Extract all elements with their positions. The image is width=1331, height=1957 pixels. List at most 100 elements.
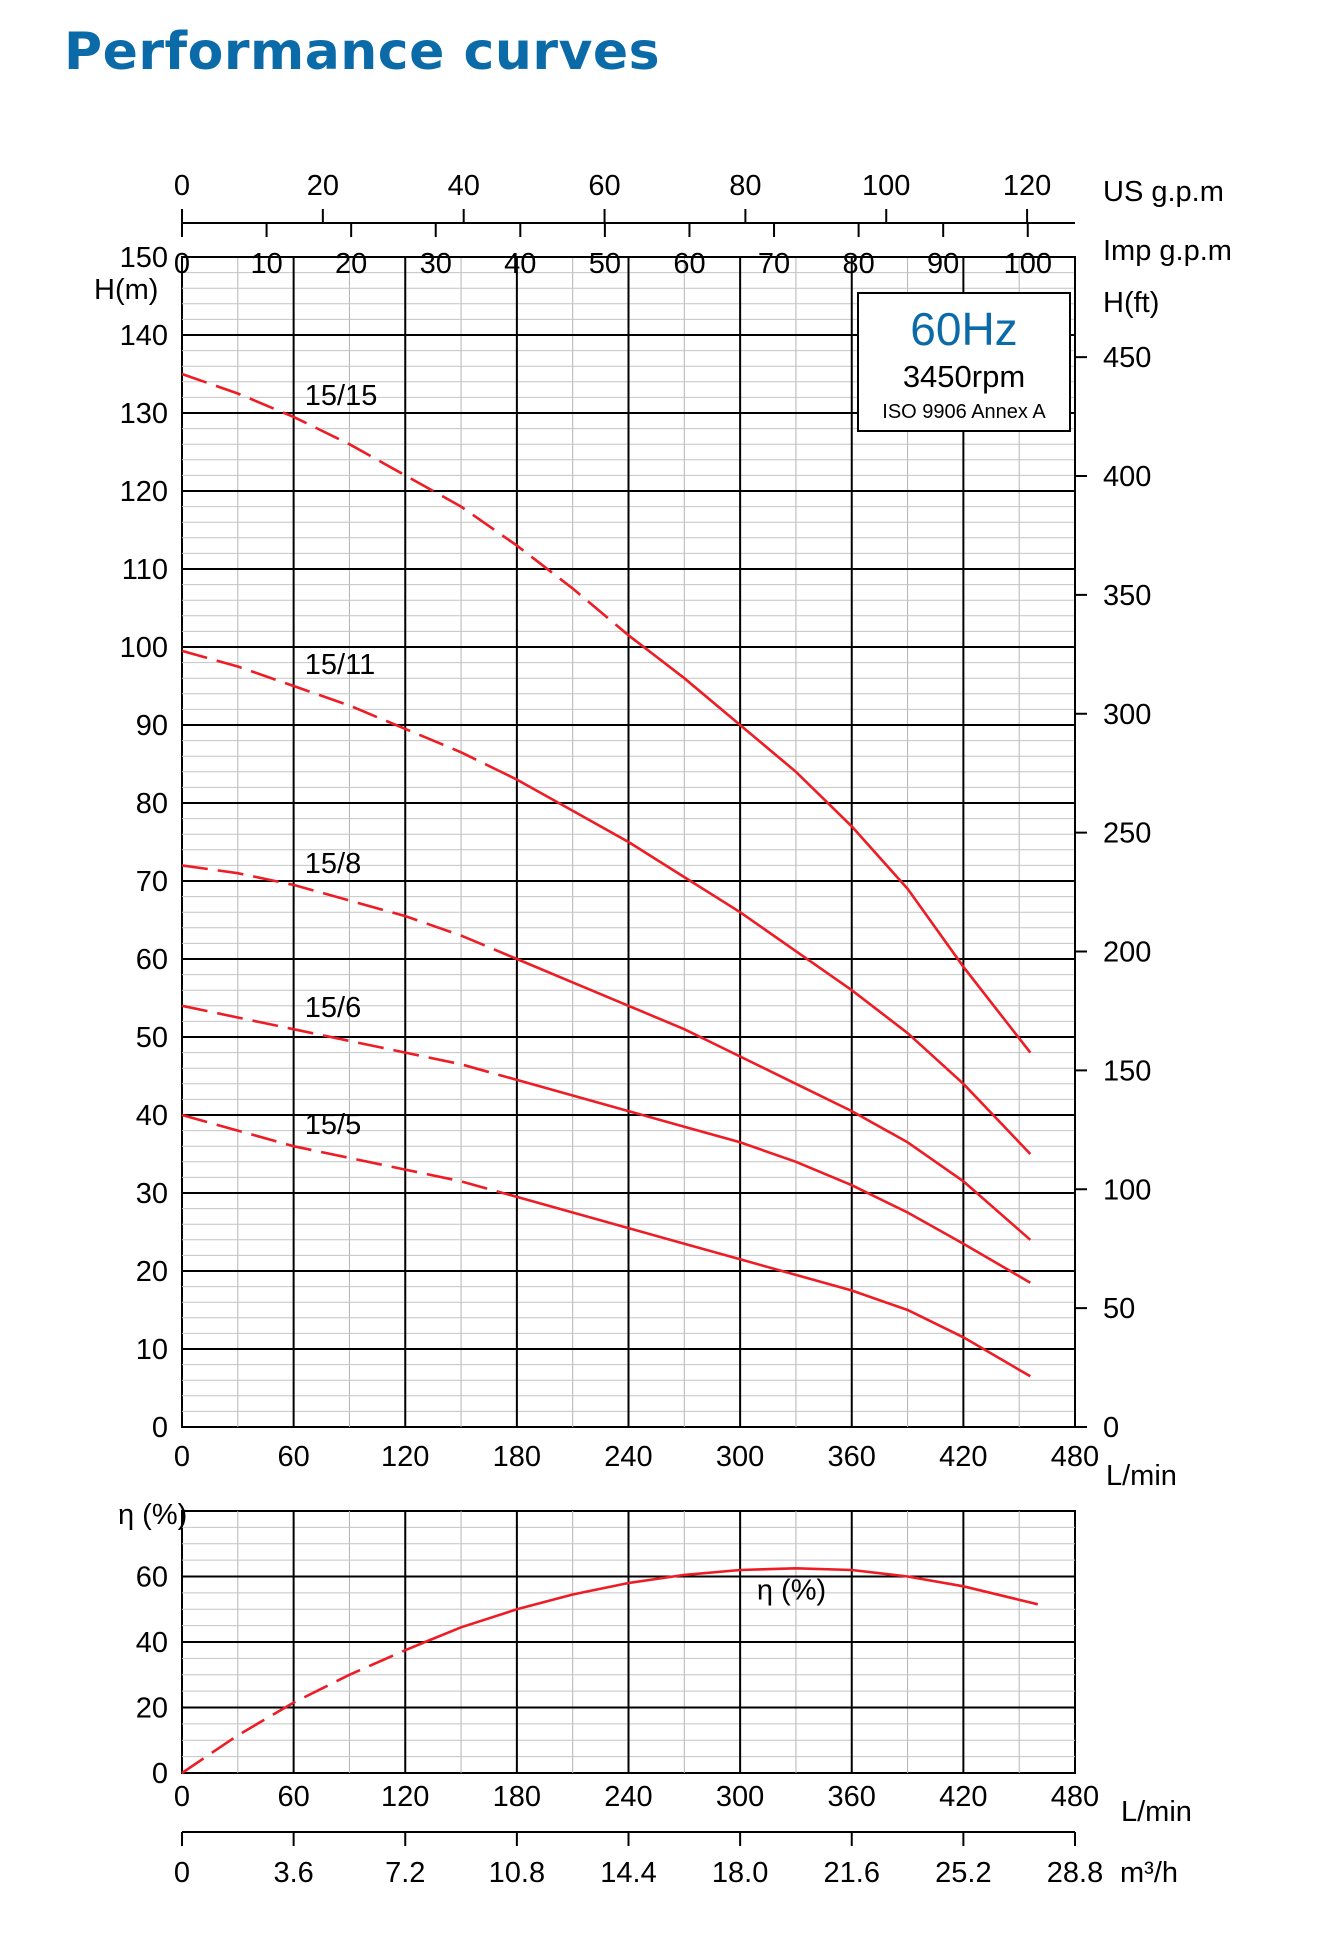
y-tick-label: 150 xyxy=(120,242,168,274)
series-label-15-6: 15/6 xyxy=(305,992,361,1024)
info-box-speed: 3450rpm xyxy=(903,359,1025,394)
series-line-15-5-dashed xyxy=(181,1113,499,1193)
y2-tick-label: 350 xyxy=(1103,580,1151,612)
imp-gpm-tick-label: 100 xyxy=(1004,248,1052,280)
series-line-efficiency xyxy=(423,1566,1039,1644)
y2-tick-label: 250 xyxy=(1103,818,1151,850)
eff-x-tick-label: 120 xyxy=(381,1781,429,1813)
series-line-efficiency-dashed xyxy=(181,1641,425,1775)
eff-y-tick-label: 60 xyxy=(136,1562,168,1594)
y-tick-label: 70 xyxy=(136,866,168,898)
us-gpm-tick-label: 100 xyxy=(862,170,910,202)
series-line-15-8 xyxy=(497,950,1032,1241)
imp-gpm-tick-label: 10 xyxy=(250,248,282,280)
y-tick-label: 20 xyxy=(136,1256,168,1288)
info-box-frequency: 60Hz xyxy=(910,303,1017,355)
info-box: 60Hz 3450rpm ISO 9906 Annex A xyxy=(857,292,1071,432)
y-tick-label: 10 xyxy=(136,1334,168,1366)
efficiency-grid xyxy=(181,1510,1076,1774)
series-line-15-5 xyxy=(497,1190,1031,1378)
us-gpm-tick-label: 120 xyxy=(1003,170,1051,202)
y-tick-label: 0 xyxy=(152,1412,168,1444)
y-tick-label: 80 xyxy=(136,788,168,820)
y2-axis-label: H(ft) xyxy=(1103,287,1159,319)
x-tick-label: 480 xyxy=(1051,1441,1099,1473)
x-tick-label: 120 xyxy=(381,1441,429,1473)
y2-tick-label: 450 xyxy=(1103,342,1151,374)
y-tick-label: 120 xyxy=(120,476,168,508)
y-tick-label: 140 xyxy=(120,320,168,352)
m3h-tick-label: 7.2 xyxy=(385,1857,425,1889)
series-line-15-6-dashed xyxy=(181,1004,499,1076)
y2-tick-label: 300 xyxy=(1103,699,1151,731)
x-tick-label: 360 xyxy=(828,1441,876,1473)
eff-x-tick-label: 360 xyxy=(828,1781,876,1813)
m3h-tick-label: 0 xyxy=(174,1857,190,1889)
eff-x-tick-label: 480 xyxy=(1051,1781,1099,1813)
y2-tick-label: 100 xyxy=(1103,1174,1151,1206)
x-tick-label: 300 xyxy=(716,1441,764,1473)
efficiency-series: η (%) xyxy=(181,1566,1039,1775)
series-line-15-11 xyxy=(497,769,1032,1155)
us-gpm-axis-label: US g.p.m xyxy=(1103,176,1224,208)
x-axis-label: L/min xyxy=(1106,1460,1177,1492)
imp-gpm-tick-label: 60 xyxy=(673,248,705,280)
us-gpm-tick-label: 60 xyxy=(588,170,620,202)
imp-gpm-tick-label: 30 xyxy=(420,248,452,280)
series-label-15-5: 15/5 xyxy=(305,1109,361,1141)
page-title: Performance curves xyxy=(64,22,661,82)
series-label-15-15: 15/15 xyxy=(305,380,378,412)
y-tick-label: 50 xyxy=(136,1022,168,1054)
x-tick-label: 180 xyxy=(493,1441,541,1473)
y-tick-label: 30 xyxy=(136,1178,168,1210)
efficiency-axes: 0 20 40 60 η (%) 0 60 120 180 240 300 360 420 480 L/mi… xyxy=(118,1499,1192,1889)
info-box-standard: ISO 9906 Annex A xyxy=(882,401,1046,423)
m3h-tick-label: 25.2 xyxy=(935,1857,991,1889)
series-line-15-11-dashed xyxy=(181,649,499,772)
m3h-tick-label: 3.6 xyxy=(273,1857,313,1889)
eff-x-tick-label: 420 xyxy=(939,1781,987,1813)
imp-gpm-tick-label: 20 xyxy=(335,248,367,280)
y-tick-label: 90 xyxy=(136,710,168,742)
y2-tick-label: 0 xyxy=(1103,1412,1119,1444)
eff-x-tick-label: 0 xyxy=(174,1781,190,1813)
series-label-efficiency: η (%) xyxy=(757,1574,826,1606)
imp-gpm-tick-label: 0 xyxy=(174,248,190,280)
m3h-tick-label: 14.4 xyxy=(600,1857,656,1889)
main-series: 15/15 15/11 15/8 15/6 15/5 xyxy=(181,372,1032,1378)
y2-tick-label: 200 xyxy=(1103,937,1151,969)
imp-gpm-tick-label: 80 xyxy=(842,248,874,280)
eff-x-tick-label: 240 xyxy=(604,1781,652,1813)
series-line-15-15-dashed xyxy=(181,372,630,637)
series-label-15-8: 15/8 xyxy=(305,848,361,880)
eff-y-tick-label: 40 xyxy=(136,1627,168,1659)
m3h-tick-label: 28.8 xyxy=(1047,1857,1103,1889)
y2-tick-label: 50 xyxy=(1103,1293,1135,1325)
y-tick-label: 60 xyxy=(136,944,168,976)
eff-x-tick-label: 60 xyxy=(277,1781,309,1813)
imp-gpm-axis-label: Imp g.p.m xyxy=(1103,235,1232,267)
info-box-frame xyxy=(857,292,1071,432)
us-gpm-tick-label: 40 xyxy=(448,170,480,202)
series-line-15-15 xyxy=(627,634,1032,1054)
us-gpm-tick-label: 20 xyxy=(307,170,339,202)
m3h-tick-label: 18.0 xyxy=(712,1857,768,1889)
series-line-15-8-dashed xyxy=(181,864,499,953)
m3h-axis-label: m³/h xyxy=(1120,1857,1178,1889)
m3h-tick-label: 21.6 xyxy=(824,1857,880,1889)
imp-gpm-tick-label: 70 xyxy=(758,248,790,280)
m3h-tick-label: 10.8 xyxy=(489,1857,545,1889)
eff-x-tick-label: 180 xyxy=(493,1781,541,1813)
y2-tick-label: 400 xyxy=(1103,461,1151,493)
main-axes: 0102030405060708090100110120130140150H(m… xyxy=(94,170,1232,1492)
x-tick-label: 240 xyxy=(604,1441,652,1473)
y2-tick-label: 150 xyxy=(1103,1055,1151,1087)
x-tick-label: 0 xyxy=(174,1441,190,1473)
eff-y-tick-label: 20 xyxy=(136,1693,168,1725)
y-tick-label: 110 xyxy=(122,554,168,586)
us-gpm-tick-label: 80 xyxy=(729,170,761,202)
y-axis-label: H(m) xyxy=(94,274,158,306)
imp-gpm-tick-label: 90 xyxy=(927,248,959,280)
eff-y-axis-label: η (%) xyxy=(118,1499,187,1531)
